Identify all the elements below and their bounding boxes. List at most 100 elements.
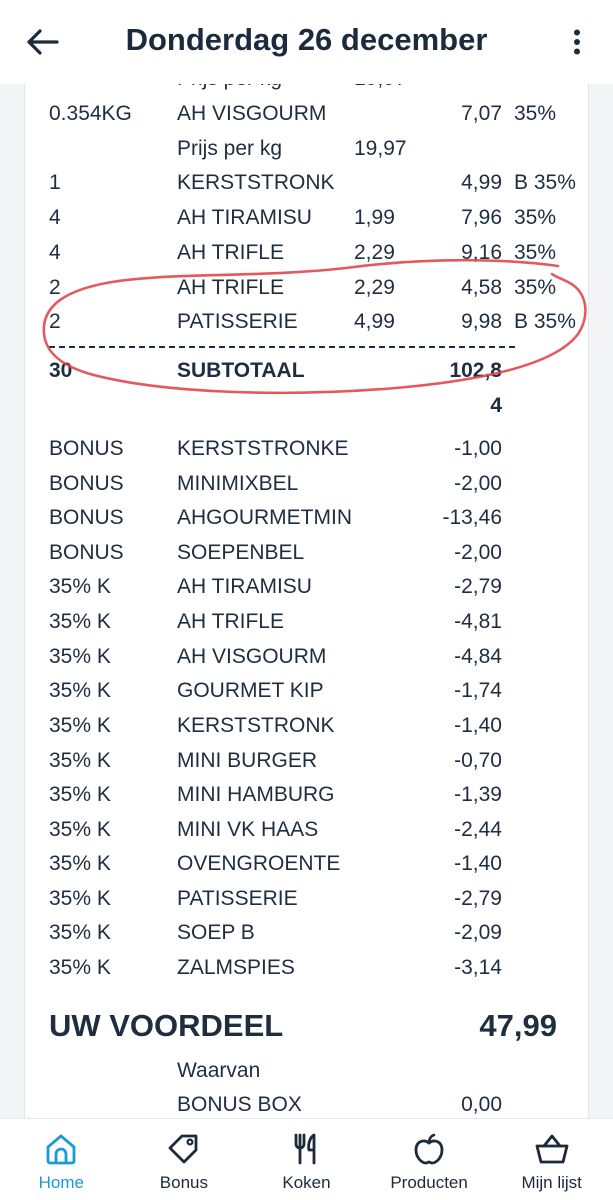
- tab-label: Home: [38, 1173, 84, 1192]
- item-qty: 4: [49, 241, 61, 264]
- discount-amount: -2,79: [454, 575, 502, 598]
- discount-amount: -1,74: [454, 679, 502, 702]
- discount-row: 35% K AH TIRAMISU -2,79: [25, 570, 590, 604]
- discount-amount: -1,40: [454, 714, 502, 737]
- tab-bonus[interactable]: Bonus: [123, 1119, 246, 1200]
- voordeel-amount: 47,99: [479, 1008, 557, 1043]
- waarvan-row: Waarvan: [25, 1054, 590, 1088]
- discount-name: MINIMIXBEL: [177, 472, 299, 495]
- waarvan-label: Waarvan: [177, 1059, 261, 1082]
- receipt-item-row: 4 AH TRIFLE 2,29 9,16 35%: [25, 236, 590, 270]
- discount-amount: -2,09: [454, 921, 502, 944]
- discount-name: KERSTSTRONK: [177, 714, 335, 737]
- item-qty: 4: [49, 206, 61, 229]
- voordeel-row: UW VOORDEEL 47,99: [25, 1002, 590, 1050]
- item-vat: B 35%: [514, 310, 576, 333]
- item-amount: 7,07: [461, 102, 502, 125]
- tab-mijn-lijst[interactable]: Mijn lijst: [490, 1119, 613, 1200]
- subtotal-amount: 102,8: [449, 359, 502, 382]
- item-qty: 1: [49, 171, 61, 194]
- receipt-scroll-area[interactable]: Prijs per kg 19,97 0.354KG AH VISGOURM 7…: [0, 84, 613, 1118]
- discount-name: AH TRIFLE: [177, 610, 284, 633]
- item-name: AH TRIFLE: [177, 241, 284, 264]
- discount-row: BONUS SOEPENBEL -2,00: [25, 536, 590, 570]
- discount-amount: -1,39: [454, 783, 502, 806]
- item-amount: 4,99: [461, 171, 502, 194]
- home-icon: [43, 1131, 79, 1167]
- discount-row: 35% K MINI BURGER -0,70: [25, 744, 590, 778]
- voordeel-label: UW VOORDEEL: [49, 1008, 284, 1043]
- item-amount: 4,58: [461, 276, 502, 299]
- discount-type: BONUS: [49, 437, 124, 460]
- discount-name: KERSTSTRONKE: [177, 437, 349, 460]
- item-qty: 2: [49, 310, 61, 333]
- discount-type: 35% K: [49, 852, 111, 875]
- discount-amount: -4,81: [454, 610, 502, 633]
- discount-type: 35% K: [49, 575, 111, 598]
- discount-type: 35% K: [49, 610, 111, 633]
- receipt-item-row: 1 KERSTSTRONK 4,99 B 35%: [25, 166, 590, 200]
- item-name: AH TRIFLE: [177, 276, 284, 299]
- receipt-row-partial: Prijs per kg 19,97: [25, 84, 590, 96]
- discount-name: PATISSERIE: [177, 887, 298, 910]
- back-button[interactable]: [22, 24, 62, 60]
- discount-type: 35% K: [49, 783, 111, 806]
- discount-amount: -0,70: [454, 749, 502, 772]
- discount-type: BONUS: [49, 541, 124, 564]
- discount-amount: -4,84: [454, 645, 502, 668]
- discount-amount: -2,44: [454, 818, 502, 841]
- discount-name: AH VISGOURM: [177, 645, 327, 668]
- bottom-tab-bar: Home Bonus Koken Producten: [0, 1118, 613, 1200]
- item-unit-price: 19,97: [354, 84, 407, 96]
- subtotal-amount-wrap-row: 4: [25, 389, 590, 423]
- discount-type: 35% K: [49, 818, 111, 841]
- discount-name: MINI HAMBURG: [177, 783, 335, 806]
- discount-type: 35% K: [49, 956, 111, 979]
- apple-icon: [411, 1131, 447, 1167]
- more-options-button[interactable]: [563, 24, 591, 60]
- discount-row: BONUS MINIMIXBEL -2,00: [25, 467, 590, 501]
- app-header: Donderdag 26 december: [0, 0, 613, 84]
- discount-amount: -1,40: [454, 852, 502, 875]
- tab-home[interactable]: Home: [0, 1119, 123, 1200]
- receipt-paper: Prijs per kg 19,97 0.354KG AH VISGOURM 7…: [24, 84, 589, 1118]
- item-name: AH VISGOURM: [177, 102, 327, 125]
- receipt-divider: [49, 346, 515, 348]
- discount-name: SOEP B: [177, 921, 255, 944]
- tab-koken[interactable]: Koken: [245, 1119, 368, 1200]
- discount-type: 35% K: [49, 749, 111, 772]
- item-qty: 0.354KG: [49, 102, 132, 125]
- basket-icon: [534, 1131, 570, 1167]
- discount-row: 35% K AH TRIFLE -4,81: [25, 605, 590, 639]
- page-title: Donderdag 26 december: [125, 22, 488, 57]
- discount-amount: -3,14: [454, 956, 502, 979]
- item-vat: 35%: [514, 206, 557, 229]
- item-unit-price: 2,29: [354, 241, 395, 264]
- receipt-item-row: 2 PATISSERIE 4,99 9,98 B 35%: [25, 305, 590, 339]
- discount-row: 35% K PATISSERIE -2,79: [25, 882, 590, 916]
- receipt-item-row: 2 AH TRIFLE 2,29 4,58 35%: [25, 271, 590, 305]
- discount-amount: -2,79: [454, 887, 502, 910]
- discount-row: 35% K SOEP B -2,09: [25, 916, 590, 950]
- discount-type: 35% K: [49, 645, 111, 668]
- discount-row: BONUS KERSTSTRONKE -1,00: [25, 432, 590, 466]
- discount-amount: -1,00: [454, 437, 502, 460]
- discount-type: BONUS: [49, 472, 124, 495]
- item-amount: 9,98: [461, 310, 502, 333]
- tab-producten[interactable]: Producten: [368, 1119, 491, 1200]
- discount-type: 35% K: [49, 887, 111, 910]
- discount-amount: -2,00: [454, 472, 502, 495]
- discount-name: MINI VK HAAS: [177, 818, 319, 841]
- tab-label: Bonus: [159, 1173, 208, 1192]
- discount-amount: -13,46: [442, 506, 502, 529]
- item-unit-price: 4,99: [354, 310, 395, 333]
- cutlery-icon: [288, 1131, 324, 1167]
- item-vat: B 35%: [514, 171, 576, 194]
- item-qty: 2: [49, 276, 61, 299]
- tab-label: Koken: [282, 1173, 331, 1192]
- subtotal-label: SUBTOTAAL: [177, 359, 305, 382]
- receipt-item-row: 0.354KG AH VISGOURM 7,07 35%: [25, 97, 590, 131]
- discount-row: 35% K KERSTSTRONK -1,40: [25, 709, 590, 743]
- discount-row: 35% K OVENGROENTE -1,40: [25, 847, 590, 881]
- discount-name: OVENGROENTE: [177, 852, 341, 875]
